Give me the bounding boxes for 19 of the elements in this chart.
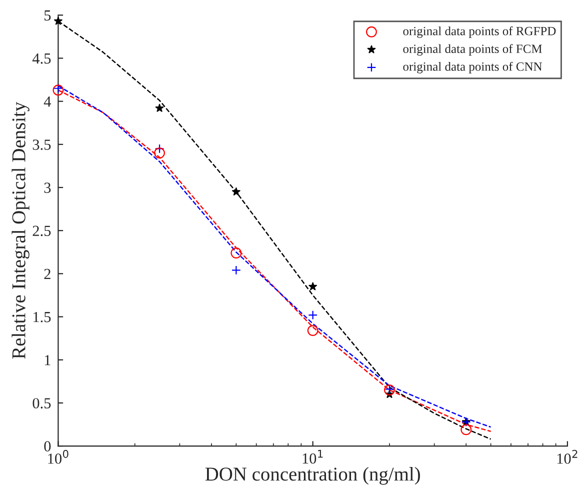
y-tick-label: 0.5 xyxy=(32,398,51,408)
legend-label: original data points of RGFPD xyxy=(403,26,556,38)
y-tick-label: 2.5 xyxy=(32,226,51,236)
y-tick-label: 0 xyxy=(44,441,51,452)
y-tick-label: 3 xyxy=(44,182,51,193)
legend-label: original data points of FCM xyxy=(403,44,542,56)
x-tick-label: 10$^{2}$ xyxy=(557,450,578,464)
y-tick-label: 4.5 xyxy=(32,53,51,64)
x-axis-title: DON concentration (ng/ml) xyxy=(205,467,420,485)
y-tick-label: 3.5 xyxy=(32,140,51,150)
x-tick-label: 10$^{0}$ xyxy=(48,450,68,464)
legend-label: original data points of CNN xyxy=(403,62,542,74)
y-tick-label: 1 xyxy=(44,355,50,366)
y-tick-label: 5 xyxy=(44,10,51,21)
y-tick-label: 1.5 xyxy=(34,312,51,322)
y-axis-title: Relative Integral Optical Density xyxy=(12,102,30,359)
y-tick-label: 4 xyxy=(44,96,52,107)
y-tick-label: 2 xyxy=(44,268,50,279)
x-tick-label: 10$^{1}$ xyxy=(302,450,323,464)
